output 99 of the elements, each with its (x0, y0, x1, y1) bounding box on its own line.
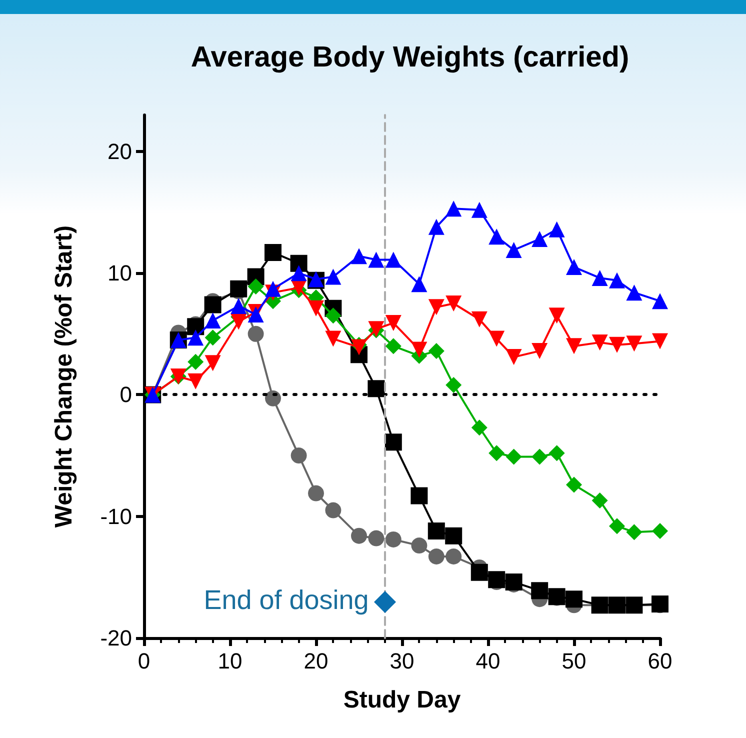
point (325, 502, 342, 518)
point (230, 298, 247, 314)
point (428, 548, 444, 565)
point (351, 248, 367, 264)
point (652, 293, 668, 310)
point (609, 518, 625, 534)
x-tick-label: 0 (138, 648, 150, 674)
point (532, 342, 548, 359)
point (368, 530, 384, 546)
point (248, 278, 264, 294)
point (385, 252, 402, 268)
point (446, 377, 462, 394)
point (488, 445, 505, 462)
point (532, 448, 548, 465)
point (385, 314, 402, 331)
point (566, 338, 582, 354)
point (626, 524, 642, 540)
point (626, 336, 642, 352)
point (230, 280, 248, 298)
point (445, 527, 462, 544)
point (428, 299, 444, 316)
point (308, 300, 324, 316)
point (368, 252, 384, 268)
y-tick-label: 10 (108, 260, 132, 286)
x-tick-label: 40 (476, 648, 500, 674)
point (592, 270, 608, 286)
y-axis-title: Weight Change (%of Start) (50, 225, 78, 528)
point (506, 242, 522, 258)
y-tick-label: -20 (100, 626, 132, 650)
point (471, 202, 488, 218)
point (188, 354, 204, 370)
point (325, 308, 342, 324)
point (626, 284, 642, 301)
point (188, 373, 204, 390)
point (566, 590, 582, 608)
point (592, 334, 608, 350)
point (351, 528, 367, 544)
x-tick-label: 20 (304, 648, 328, 674)
y-tick-label: -10 (100, 504, 132, 529)
point (264, 244, 282, 261)
y-tick-label: 0 (120, 382, 132, 408)
point (652, 333, 668, 350)
point (290, 265, 307, 282)
point (566, 476, 582, 493)
x-tick-label: 10 (218, 648, 242, 674)
point (548, 221, 565, 238)
point (265, 390, 281, 406)
point (471, 311, 488, 328)
point (325, 330, 342, 347)
point (308, 485, 324, 502)
point (566, 259, 582, 276)
x-axis-title: Study Day (343, 686, 462, 714)
point (446, 296, 462, 312)
point (290, 254, 308, 272)
x-tick-label: 50 (562, 648, 586, 674)
point (265, 280, 281, 297)
point (488, 571, 506, 588)
y-tick-label: 20 (108, 138, 132, 164)
point (325, 268, 342, 285)
point (470, 564, 488, 581)
point (488, 228, 505, 245)
point (385, 338, 402, 354)
point (446, 200, 462, 217)
point (548, 308, 565, 324)
point (548, 445, 565, 462)
point (446, 548, 462, 565)
point (248, 326, 264, 342)
x-tick-label: 30 (390, 648, 414, 674)
point (506, 349, 522, 366)
chart-title: Average Body Weights (carried) (190, 42, 630, 74)
point (411, 276, 428, 292)
point (609, 336, 625, 353)
point (428, 522, 445, 540)
point (505, 574, 522, 591)
point (609, 272, 625, 288)
point (411, 342, 428, 358)
point (290, 448, 307, 464)
point (532, 231, 548, 248)
point (488, 330, 505, 347)
point (230, 314, 247, 330)
point (428, 218, 444, 235)
point (204, 312, 221, 329)
point (368, 380, 385, 398)
annotation: End of dosing (204, 584, 369, 616)
point (531, 582, 548, 600)
point (506, 448, 522, 465)
point (410, 487, 428, 504)
x-tick-label: 60 (648, 648, 672, 674)
point (204, 296, 222, 314)
point (385, 531, 402, 548)
point (411, 538, 428, 554)
point (471, 420, 488, 436)
point (188, 330, 204, 346)
point (204, 330, 221, 346)
point (204, 355, 221, 372)
point (384, 434, 402, 451)
point (428, 342, 444, 359)
point (592, 492, 608, 509)
point (652, 522, 668, 539)
